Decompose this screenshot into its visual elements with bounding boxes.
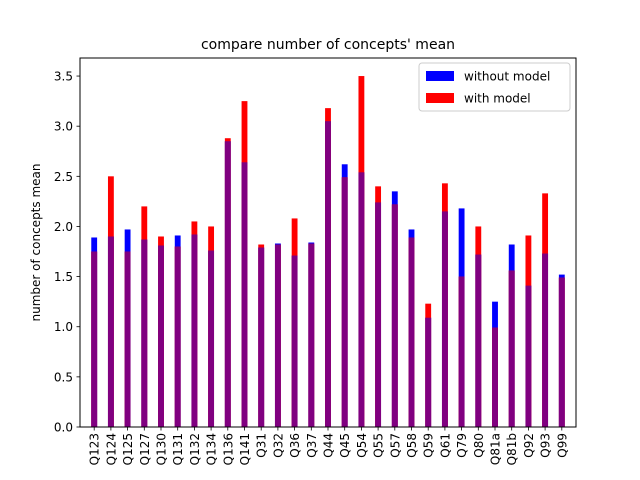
x-tick-label: Q141 <box>238 433 252 465</box>
bar-overlap <box>508 270 515 427</box>
y-tick-label: 0.0 <box>54 421 73 435</box>
x-tick-label: Q79 <box>455 433 469 458</box>
x-tick-label: Q61 <box>438 433 452 458</box>
bar-overlap <box>358 172 365 427</box>
bar-overlap <box>308 243 315 427</box>
x-tick-label: Q58 <box>405 433 419 458</box>
legend-label: with model <box>464 92 531 106</box>
bar-overlap <box>258 247 265 427</box>
y-tick-label: 2.5 <box>54 170 73 184</box>
bar-overlap <box>375 202 382 427</box>
y-tick-label: 1.5 <box>54 270 73 284</box>
bar-overlap <box>542 253 549 427</box>
bar-overlap <box>291 255 298 427</box>
y-axis-label: number of concepts mean <box>29 164 43 322</box>
bar-overlap <box>325 121 331 427</box>
x-tick-label: Q55 <box>372 433 386 458</box>
x-tick-label: Q36 <box>288 433 302 458</box>
legend-swatch <box>426 93 454 103</box>
bar-overlap <box>141 239 148 427</box>
x-tick-label: Q54 <box>355 433 369 458</box>
legend: without model with model <box>418 62 571 112</box>
bar-overlap <box>425 317 432 427</box>
x-tick-label: Q136 <box>221 433 235 465</box>
x-tick-label: Q93 <box>539 433 553 458</box>
bar-overlap <box>525 285 532 427</box>
bar-overlap <box>558 277 565 427</box>
x-tick-label: Q37 <box>305 433 319 458</box>
x-tick-label: Q80 <box>472 433 486 458</box>
bar-overlap <box>91 251 98 427</box>
y-tick-label: 3.0 <box>54 120 73 134</box>
bar-overlap <box>158 245 164 427</box>
bar-overlap <box>208 250 215 427</box>
bar-overlap <box>241 162 248 428</box>
plot-area: Q123 Q124 Q125 Q127 Q130 Q131 Q132 Q134 Q136 Q141… <box>54 70 569 466</box>
y-tick-label: 0.5 <box>54 370 73 384</box>
bar-overlap <box>107 236 114 427</box>
legend-swatch <box>426 71 454 81</box>
x-tick-label: Q127 <box>138 433 152 465</box>
bar-overlap <box>341 177 348 427</box>
y-tick-label: 1.0 <box>54 320 73 334</box>
x-tick-label: Q59 <box>422 433 436 458</box>
bar-overlap <box>274 244 281 427</box>
y-tick-label: 3.5 <box>54 70 73 84</box>
axes-frame <box>79 57 577 428</box>
x-tick-label: Q124 <box>104 433 118 465</box>
x-tick-label: Q57 <box>388 433 402 458</box>
x-tick-label: Q81a <box>489 433 503 465</box>
x-tick-label: Q92 <box>522 433 536 458</box>
bar-overlap <box>224 141 231 428</box>
bar-overlap <box>391 204 398 427</box>
bar-overlap <box>475 254 482 427</box>
legend-label: without model <box>464 70 550 84</box>
x-tick-label: Q99 <box>555 433 569 458</box>
x-tick-label: Q45 <box>338 433 352 458</box>
x-tick-label: Q134 <box>205 433 219 465</box>
x-tick-label: Q132 <box>188 433 202 465</box>
x-tick-label: Q131 <box>171 433 185 465</box>
bar-overlap <box>124 251 131 427</box>
x-tick-label: Q130 <box>154 433 168 465</box>
x-tick-label: Q31 <box>255 433 269 458</box>
y-tick-label: 2.0 <box>54 220 73 234</box>
bar-overlap <box>191 234 198 427</box>
x-tick-label: Q81b <box>505 433 519 465</box>
x-tick-label: Q125 <box>121 433 135 465</box>
x-tick-label: Q123 <box>88 433 102 465</box>
x-tick-label: Q32 <box>271 433 285 458</box>
chart-title: compare number of concepts' mean <box>201 37 455 53</box>
x-tick-label: Q44 <box>322 433 336 458</box>
bar-overlap <box>408 237 415 427</box>
bar-overlap <box>174 246 181 427</box>
bar-overlap <box>441 211 448 427</box>
legend-box <box>418 62 571 112</box>
bar-overlap <box>458 276 465 427</box>
bar-overlap <box>492 327 498 427</box>
